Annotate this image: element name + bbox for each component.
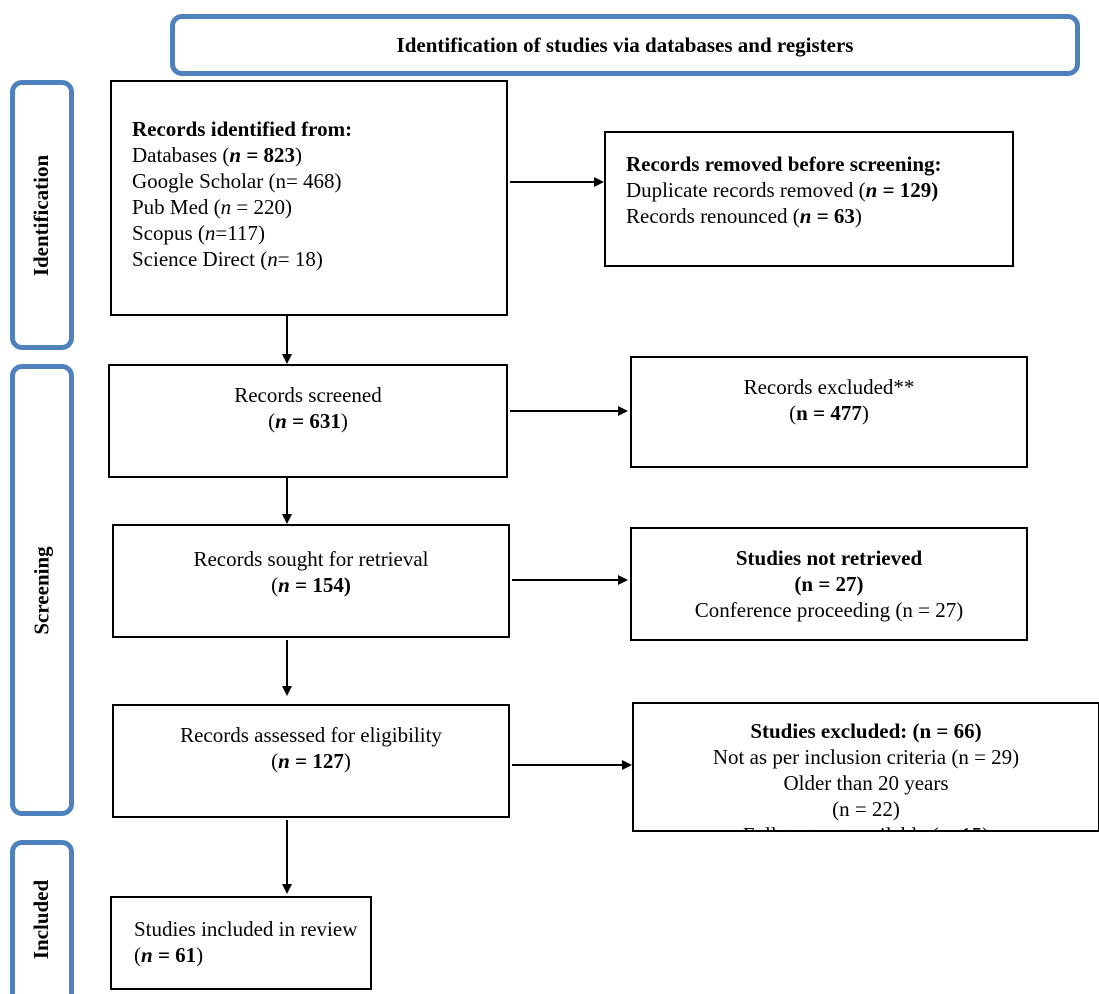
scopus-line: Scopus (n=117) [132, 221, 265, 245]
renounced-line: Records renounced (n = 63) [626, 204, 862, 228]
records-sought-count: (n = 154) [271, 573, 351, 597]
records-assessed-count: (n = 127) [271, 749, 351, 773]
stage-included: Included [10, 840, 74, 994]
pubmed-line: Pub Med (n = 220) [132, 195, 293, 219]
records-identified-heading: Records identified from: [132, 117, 353, 141]
records-sought-label: Records sought for retrieval [193, 547, 429, 571]
records-assessed-label: Records assessed for eligibility [180, 723, 442, 747]
records-assessed-box: Records assessed for eligibility (n = 12… [112, 704, 510, 818]
exclusion-reason-full-text: Full text not available (n=15) [634, 822, 1098, 830]
stage-screening: Screening [10, 364, 74, 816]
records-identified-box: Records identified from: Databases (n = … [110, 80, 508, 316]
conference-proceeding-line: Conference proceeding (n = 27) [694, 598, 964, 622]
duplicates-line: Duplicate records removed (n = 129) [626, 178, 939, 202]
google-scholar-line: Google Scholar (n= 468) [132, 169, 342, 193]
records-excluded-count: (n = 477) [789, 401, 869, 425]
studies-included-box: Studies included in review (n = 61) [110, 896, 372, 990]
records-removed-box: Records removed before screening: Duplic… [604, 131, 1014, 267]
studies-included-count: (n = 61) [134, 943, 204, 967]
studies-included-label: Studies included in review [134, 917, 358, 941]
studies-not-retrieved-heading: Studies not retrieved [735, 546, 923, 570]
studies-excluded-box: Studies excluded: (n = 66) Not as per in… [632, 702, 1099, 832]
records-screened-count: (n = 631) [268, 409, 348, 433]
records-removed-heading: Records removed before screening: [626, 152, 942, 176]
exclusion-reason-age: Older than 20 years [783, 771, 949, 795]
science-direct-line: Science Direct (n= 18) [132, 247, 323, 271]
studies-not-retrieved-box: Studies not retrieved (n = 27) Conferenc… [630, 527, 1028, 641]
records-sought-box: Records sought for retrieval (n = 154) [112, 524, 510, 638]
studies-not-retrieved-count: (n = 27) [794, 572, 864, 596]
exclusion-reason-criteria: Not as per inclusion criteria (n = 29) [712, 745, 1020, 769]
stage-identification: Identification [10, 80, 74, 350]
header-title: Identification of studies via databases … [396, 32, 854, 57]
studies-excluded-heading: Studies excluded: (n = 66) [750, 719, 982, 743]
records-excluded-label: Records excluded** [743, 375, 915, 399]
exclusion-reason-age-count: (n = 22) [832, 797, 900, 821]
records-excluded-box: Records excluded** (n = 477) [630, 356, 1028, 468]
records-screened-box: Records screened (n = 631) [108, 364, 508, 478]
databases-line: Databases (n = 823) [132, 143, 303, 167]
header-box: Identification of studies via databases … [170, 14, 1080, 76]
records-screened-label: Records screened [234, 383, 382, 407]
